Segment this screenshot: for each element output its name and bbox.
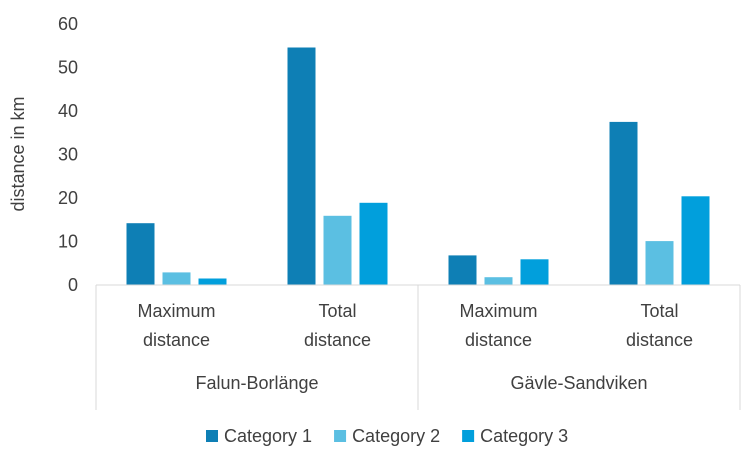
x-axis: Maximum distance Total distance Maximum dista…	[95, 284, 741, 410]
bars	[126, 47, 710, 286]
y-axis-ticks: 0 10 20 30 40 50 60	[58, 14, 78, 295]
y-tick-label: 10	[58, 232, 78, 252]
bar-series-1-cat-3	[448, 255, 477, 285]
y-axis-title: distance in km	[8, 96, 28, 211]
bar-series-1-cat-1	[126, 223, 155, 285]
legend-label: Category 2	[352, 426, 440, 446]
group-label: Gävle-Sandviken	[510, 373, 647, 393]
bar-series-1-cat-4	[609, 121, 638, 286]
legend-label: Category 3	[480, 426, 568, 446]
category-label: Maximum	[459, 301, 537, 321]
legend-swatch	[462, 430, 475, 442]
bar-series-3-cat-1	[198, 278, 227, 285]
bar-series-3-cat-3	[520, 259, 549, 285]
category-label: distance	[626, 330, 693, 350]
bar-series-2-cat-4	[645, 241, 674, 285]
legend-label: Category 1	[224, 426, 312, 446]
category-label: distance	[465, 330, 532, 350]
category-label: distance	[143, 330, 210, 350]
y-tick-label: 20	[58, 188, 78, 208]
bar-series-3-cat-4	[681, 196, 710, 285]
category-label: Total	[640, 301, 678, 321]
y-tick-label: 50	[58, 58, 78, 78]
legend-swatch	[334, 430, 347, 442]
y-tick-label: 0	[68, 275, 78, 295]
y-tick-label: 30	[58, 145, 78, 165]
y-axis-title-text: distance in km	[8, 96, 28, 211]
category-label: Maximum	[137, 301, 215, 321]
bar-series-3-cat-2	[359, 202, 388, 285]
y-tick-label: 40	[58, 101, 78, 121]
bar-series-2-cat-3	[484, 277, 513, 285]
bar-series-1-cat-2	[287, 47, 316, 285]
category-label: distance	[304, 330, 371, 350]
group-label: Falun-Borlänge	[195, 373, 318, 393]
y-tick-label: 60	[58, 14, 78, 34]
bar-series-2-cat-2	[323, 215, 352, 285]
category-label: Total	[318, 301, 356, 321]
legend: Category 1 Category 2 Category 3	[206, 426, 568, 446]
bar-series-2-cat-1	[162, 272, 191, 285]
legend-swatch	[206, 430, 218, 442]
